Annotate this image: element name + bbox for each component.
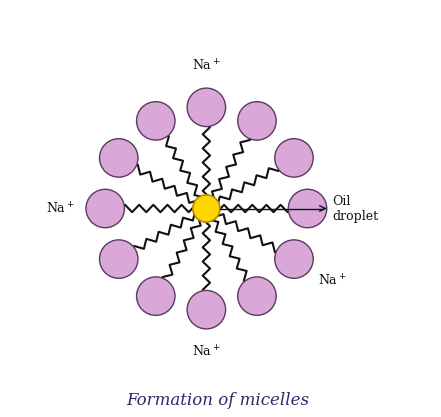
Text: Na$^+$: Na$^+$ — [318, 274, 347, 289]
Circle shape — [137, 277, 175, 315]
Circle shape — [238, 102, 276, 140]
Text: Na$^+$: Na$^+$ — [46, 201, 75, 216]
Text: Oil
droplet: Oil droplet — [333, 194, 378, 223]
Circle shape — [100, 240, 138, 278]
Circle shape — [86, 189, 124, 228]
Circle shape — [100, 139, 138, 177]
Circle shape — [275, 240, 313, 278]
Circle shape — [238, 277, 276, 315]
Circle shape — [288, 189, 327, 228]
Circle shape — [193, 195, 220, 222]
Circle shape — [187, 88, 226, 126]
Circle shape — [275, 139, 313, 177]
Circle shape — [187, 291, 226, 329]
Text: Na$^+$: Na$^+$ — [192, 344, 220, 359]
Text: Formation of micelles: Formation of micelles — [126, 392, 309, 409]
Text: Na$^+$: Na$^+$ — [192, 58, 220, 73]
Circle shape — [137, 102, 175, 140]
